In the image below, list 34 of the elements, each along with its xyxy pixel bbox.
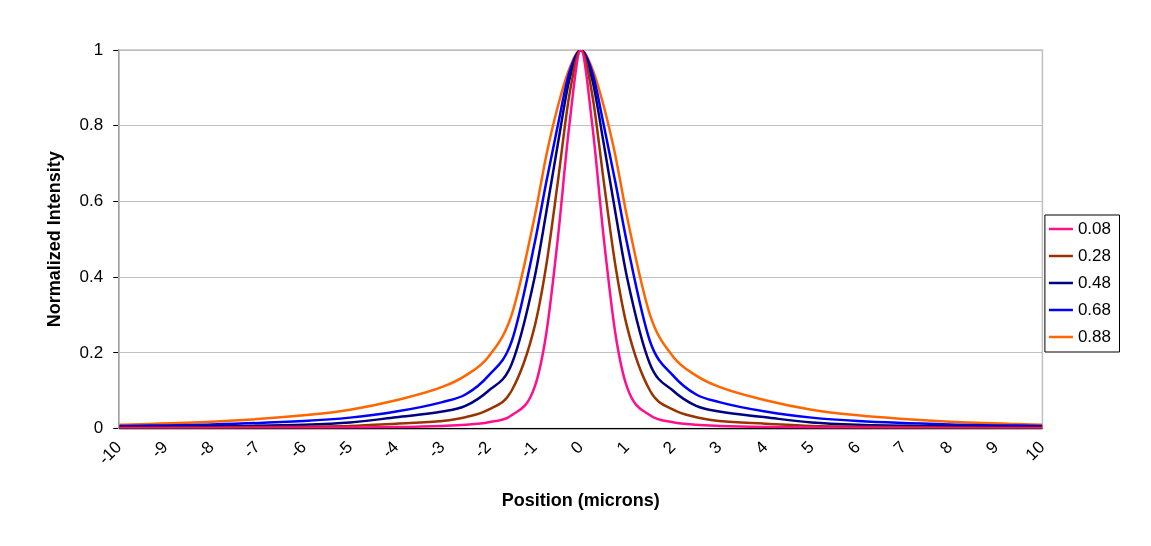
x-tick-label: 7 — [889, 437, 911, 458]
x-tick-label: 9 — [982, 437, 1003, 458]
legend-label: 0.68 — [1077, 299, 1112, 319]
x-tick-label: 6 — [843, 437, 864, 458]
x-tick-label: -4 — [378, 437, 403, 462]
x-tick-label: -7 — [239, 437, 264, 462]
y-tick-label: 0.6 — [79, 191, 104, 211]
legend-label: 0.08 — [1077, 218, 1112, 238]
x-tick-label: 8 — [936, 437, 957, 458]
y-tick-label: 0 — [93, 418, 104, 438]
x-tick-label: 10 — [1021, 437, 1049, 465]
x-tick-label: -10 — [94, 437, 126, 469]
y-tick-label: 1 — [93, 39, 104, 59]
x-tick-label: 5 — [797, 437, 818, 458]
y-tick-label: 0.2 — [79, 342, 104, 362]
x-tick-label: -5 — [332, 437, 357, 462]
x-tick-label: -3 — [424, 437, 449, 462]
x-tick-label: 1 — [612, 437, 634, 458]
legend-label: 0.88 — [1077, 326, 1112, 346]
x-tick-label: 2 — [659, 437, 680, 458]
legend-label: 0.28 — [1077, 245, 1112, 265]
legend-label: 0.48 — [1077, 272, 1112, 292]
y-tick-label: 0.8 — [79, 115, 104, 135]
y-tick-label: 0.4 — [79, 266, 104, 286]
x-tick-label: 4 — [751, 437, 772, 458]
x-tick-label: 3 — [705, 437, 726, 458]
x-tick-label: -2 — [470, 437, 495, 462]
x-tick-label: -1 — [516, 437, 541, 462]
x-tick-label: 0 — [566, 437, 587, 458]
x-tick-label: -6 — [285, 437, 311, 462]
x-axis-title: Position (microns) — [501, 490, 660, 511]
x-tick-label: -8 — [193, 437, 218, 462]
x-tick-label: -9 — [147, 437, 172, 462]
y-axis-title: Normalized Intensity — [43, 151, 64, 328]
